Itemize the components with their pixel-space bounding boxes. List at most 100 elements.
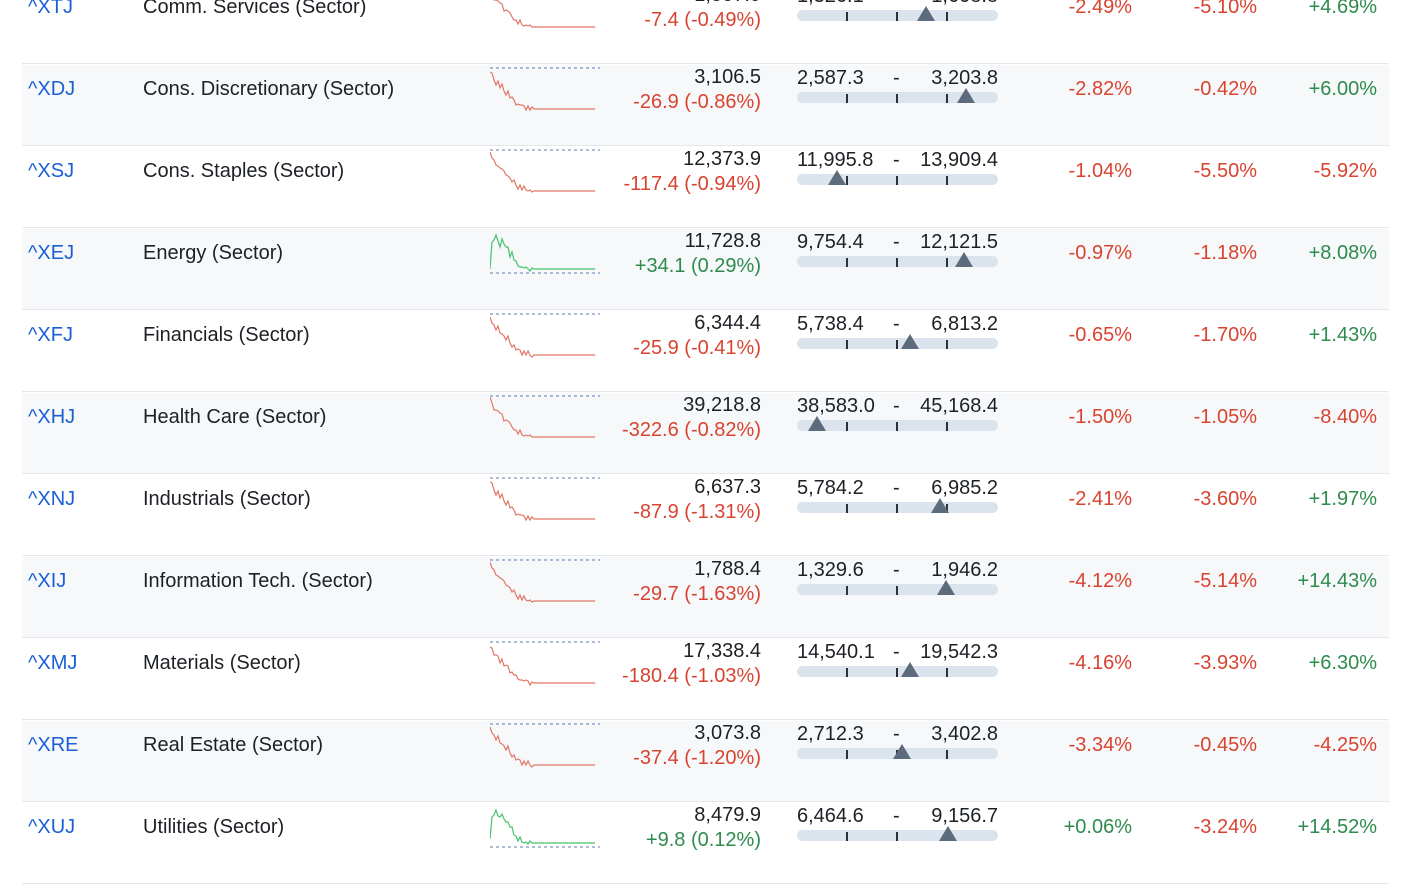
performance-2: -3.24%	[1193, 816, 1257, 838]
table-row[interactable]: ^XMJ Materials (Sector) 17,338.4 -180.4 …	[22, 639, 1389, 720]
performance-3: +14.43%	[1297, 570, 1377, 592]
performance-3: -4.25%	[1313, 734, 1377, 756]
performance-3: +14.52%	[1297, 816, 1377, 838]
symbol-link[interactable]: ^XSJ	[28, 160, 75, 182]
symbol-link[interactable]: ^XNJ	[28, 488, 76, 510]
performance-1: -4.16%	[1068, 652, 1132, 674]
range-tick	[846, 750, 848, 759]
last-price: 11,728.8	[684, 230, 761, 252]
range-bar	[797, 826, 998, 841]
sparkline-line	[490, 396, 596, 438]
range-separator: -	[893, 395, 900, 417]
price-change: -117.4 (-0.94%)	[623, 173, 761, 195]
range-tick	[846, 94, 848, 103]
performance-3: +8.08%	[1308, 242, 1377, 264]
range-separator: -	[893, 0, 900, 8]
last-price: 6,344.4	[694, 312, 761, 334]
symbol-link[interactable]: ^XDJ	[28, 78, 76, 100]
sparkline-line	[490, 316, 596, 358]
range-tick	[896, 586, 898, 595]
range-marker-icon	[938, 826, 957, 841]
symbol-link[interactable]: ^XMJ	[28, 652, 78, 674]
range-tick	[846, 12, 848, 21]
table-row[interactable]: ^XFJ Financials (Sector) 6,344.4 -25.9 (…	[22, 311, 1389, 392]
performance-1: +0.06%	[1063, 816, 1132, 838]
symbol-link[interactable]: ^XRE	[28, 734, 79, 756]
range-tick	[896, 504, 898, 513]
sparkline-chart	[490, 313, 600, 358]
performance-3: +1.97%	[1308, 488, 1377, 510]
performance-3: +1.43%	[1308, 324, 1377, 346]
sparkline-chart	[490, 233, 600, 274]
performance-1: -1.50%	[1068, 406, 1132, 428]
price-change: -37.4 (-1.20%)	[633, 747, 761, 769]
performance-1: -2.49%	[1068, 0, 1132, 18]
price-change: -25.9 (-0.41%)	[633, 337, 761, 359]
range-bar	[797, 744, 998, 759]
range-tick	[846, 668, 848, 677]
range-tick	[896, 668, 898, 677]
last-price: 1,788.4	[694, 558, 761, 580]
symbol-link[interactable]: ^XTJ	[28, 0, 73, 18]
sector-name: Financials (Sector)	[143, 324, 310, 346]
range-high: 6,985.2	[931, 477, 998, 499]
table-row[interactable]: ^XNJ Industrials (Sector) 6,637.3 -87.9 …	[22, 475, 1389, 556]
range-tick	[946, 258, 948, 267]
sector-name: Comm. Services (Sector)	[143, 0, 367, 18]
range-high: 45,168.4	[920, 395, 998, 417]
sparkline-chart	[490, 641, 600, 687]
sparkline-chart	[493, 0, 596, 28]
sparkline-line	[490, 71, 596, 112]
range-low: 5,738.4	[797, 313, 864, 335]
range-bar	[797, 252, 998, 267]
performance-2: -1.05%	[1193, 406, 1257, 428]
table-row[interactable]: ^XSJ Cons. Staples (Sector) 12,373.9 -11…	[22, 147, 1389, 228]
table-row[interactable]: ^XRE Real Estate (Sector) 3,073.8 -37.4 …	[22, 721, 1389, 802]
symbol-link[interactable]: ^XHJ	[28, 406, 76, 428]
performance-1: -2.82%	[1068, 78, 1132, 100]
sparkline-line	[490, 726, 596, 768]
sparkline-chart	[490, 67, 600, 112]
range-separator: -	[893, 559, 900, 581]
range-bar	[797, 416, 998, 431]
performance-2: -3.93%	[1193, 652, 1257, 674]
symbol-link[interactable]: ^XUJ	[28, 816, 76, 838]
sector-name: Cons. Discretionary (Sector)	[143, 78, 395, 100]
symbol-link[interactable]: ^XIJ	[28, 570, 67, 592]
performance-2: -1.18%	[1193, 242, 1257, 264]
performance-1: -1.04%	[1068, 160, 1132, 182]
sparkline-line	[490, 151, 596, 193]
range-separator: -	[893, 67, 900, 89]
range-tick	[896, 422, 898, 431]
price-change: -180.4 (-1.03%)	[622, 665, 761, 687]
symbol-link[interactable]: ^XEJ	[28, 242, 75, 264]
performance-3: +6.30%	[1308, 652, 1377, 674]
table-row[interactable]: ^XEJ Energy (Sector) 11,728.8 +34.1 (0.2…	[22, 229, 1389, 310]
range-tick	[846, 832, 848, 841]
sector-name: Real Estate (Sector)	[143, 734, 324, 756]
table-row[interactable]: ^XTJ Comm. Services (Sector) 1,507.9 -7.…	[22, 0, 1389, 64]
performance-2: -5.50%	[1193, 160, 1257, 182]
table-row[interactable]: ^XHJ Health Care (Sector) 39,218.8 -322.…	[22, 393, 1389, 474]
range-marker-icon	[900, 662, 919, 677]
sector-name: Health Care (Sector)	[143, 406, 327, 428]
range-tick	[946, 750, 948, 759]
table-row[interactable]: ^XDJ Cons. Discretionary (Sector) 3,106.…	[22, 65, 1389, 146]
sparkline-chart	[490, 395, 600, 438]
range-tick	[946, 94, 948, 103]
range-tick	[846, 586, 848, 595]
table-row[interactable]: ^XIJ Information Tech. (Sector) 1,788.4 …	[22, 557, 1389, 638]
range-tick	[896, 94, 898, 103]
range-separator: -	[893, 313, 900, 335]
range-tick	[896, 176, 898, 185]
range-tick	[846, 340, 848, 349]
range-tick	[846, 504, 848, 513]
range-tick	[946, 340, 948, 349]
price-change: +9.8 (0.12%)	[645, 829, 761, 851]
range-tick	[946, 176, 948, 185]
sparkline-chart	[490, 808, 600, 848]
table-row[interactable]: ^XUJ Utilities (Sector) 8,479.9 +9.8 (0.…	[22, 803, 1389, 884]
performance-2: -1.70%	[1193, 324, 1257, 346]
symbol-link[interactable]: ^XFJ	[28, 324, 73, 346]
